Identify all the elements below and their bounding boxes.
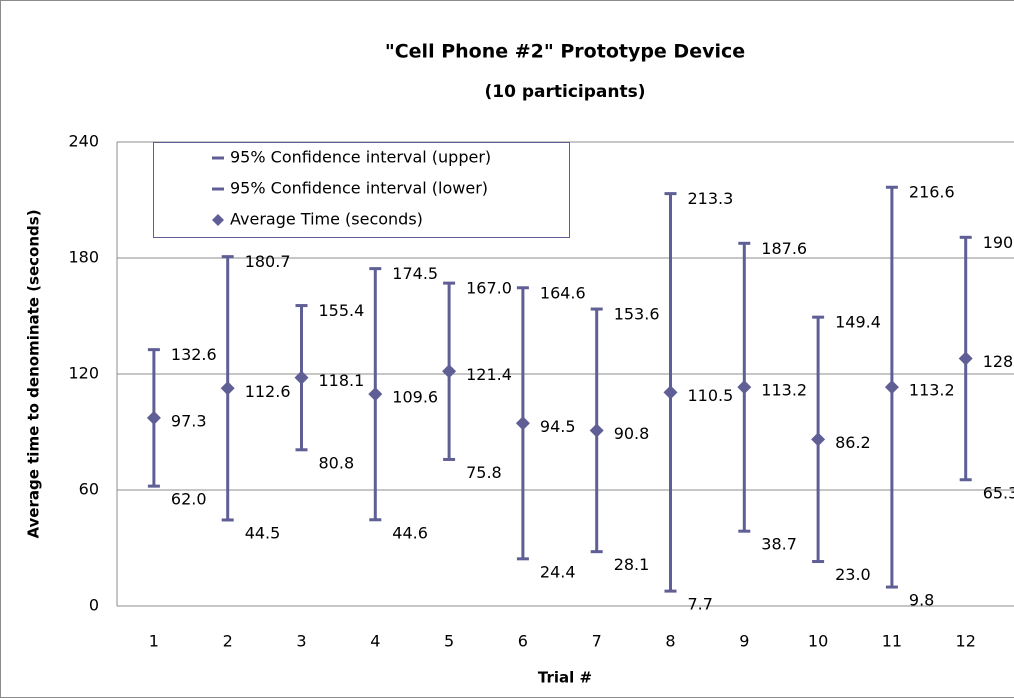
diamond-marker <box>737 380 752 395</box>
legend-diamond <box>212 214 224 226</box>
data-label: 38.7 <box>761 535 797 554</box>
data-label: 44.5 <box>245 523 281 542</box>
data-label: 174.5 <box>392 264 438 283</box>
x-tick-label: 5 <box>444 632 454 651</box>
legend-label: 95% Confidence interval (lower) <box>230 179 488 198</box>
x-tick-label: 6 <box>518 632 528 651</box>
data-label: 128.0 <box>983 352 1014 371</box>
diamond-marker <box>884 380 899 395</box>
data-label: 187.6 <box>761 239 807 258</box>
y-axis-title: Average time to denominate (seconds) <box>25 209 43 538</box>
diamond-marker <box>368 387 383 402</box>
y-tick-label: 60 <box>79 480 99 499</box>
data-label: 167.0 <box>466 279 512 298</box>
data-label: 118.1 <box>319 371 365 390</box>
x-tick-label: 1 <box>149 632 159 651</box>
y-tick-label: 0 <box>89 596 99 615</box>
diamond-marker <box>811 432 826 447</box>
data-label: 86.2 <box>835 433 871 452</box>
data-label: 65.3 <box>983 483 1014 502</box>
legend-label: Average Time (seconds) <box>230 210 423 229</box>
x-tick-label: 8 <box>665 632 675 651</box>
data-label: 132.6 <box>171 345 217 364</box>
diamond-marker <box>589 423 604 438</box>
data-label: 180.7 <box>245 252 291 271</box>
diamond-marker <box>220 381 235 396</box>
legend-label: 95% Confidence interval (upper) <box>230 148 491 167</box>
diamond-marker <box>294 370 309 385</box>
x-tick-label: 12 <box>956 632 976 651</box>
diamond-marker <box>146 410 161 425</box>
x-tick-label: 11 <box>882 632 902 651</box>
data-label: 112.6 <box>245 382 291 401</box>
chart-subtitle: (10 participants) <box>485 82 646 102</box>
data-label: 9.8 <box>909 591 934 610</box>
data-label: 94.5 <box>540 417 576 436</box>
data-label: 164.6 <box>540 283 586 302</box>
data-label: 213.3 <box>688 189 734 208</box>
x-tick-label: 9 <box>739 632 749 651</box>
y-tick-label: 120 <box>68 364 99 383</box>
data-label: 80.8 <box>319 453 355 472</box>
x-tick-label: 2 <box>223 632 233 651</box>
x-axis-title: Trial # <box>538 669 592 687</box>
x-tick-label: 10 <box>808 632 828 651</box>
diamond-marker <box>958 351 973 366</box>
data-label: 24.4 <box>540 562 576 581</box>
x-tick-label: 4 <box>370 632 380 651</box>
data-label: 216.6 <box>909 183 955 202</box>
data-label: 90.8 <box>614 424 650 443</box>
data-label: 113.2 <box>761 381 807 400</box>
data-label: 75.8 <box>466 463 502 482</box>
data-label: 97.3 <box>171 411 207 430</box>
data-label: 155.4 <box>319 301 365 320</box>
data-label: 62.0 <box>171 490 207 509</box>
x-tick-label: 3 <box>296 632 306 651</box>
diamond-marker <box>663 385 678 400</box>
data-label: 153.6 <box>614 305 660 324</box>
data-label: 28.1 <box>614 555 650 574</box>
y-tick-label: 180 <box>68 248 99 267</box>
x-tick-label: 7 <box>592 632 602 651</box>
data-label: 190.7 <box>983 233 1014 252</box>
data-label: 110.5 <box>688 386 734 405</box>
data-label: 23.0 <box>835 565 871 584</box>
chart-title: "Cell Phone #2" Prototype Device <box>385 41 745 63</box>
diamond-marker <box>515 416 530 431</box>
data-label: 44.6 <box>392 523 428 542</box>
data-label: 109.6 <box>392 388 438 407</box>
data-label: 7.7 <box>688 595 713 614</box>
data-label: 113.2 <box>909 381 955 400</box>
data-label: 121.4 <box>466 365 512 384</box>
y-tick-label: 240 <box>68 132 99 151</box>
diamond-marker <box>442 364 457 379</box>
data-label: 149.4 <box>835 313 881 332</box>
